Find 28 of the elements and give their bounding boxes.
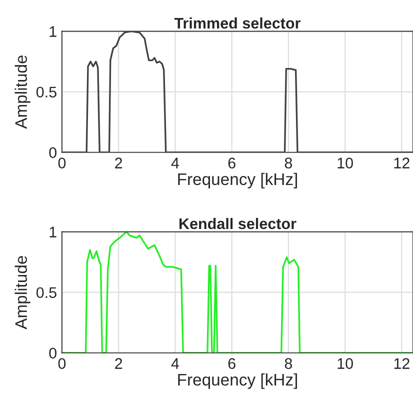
x-tick-label: 0	[58, 158, 66, 168]
y-tick-label: 0.5	[36, 287, 56, 298]
chart-title: Kendall selector	[179, 218, 296, 230]
x-tick-label: 8	[284, 158, 292, 168]
y-tick-label: 1	[50, 226, 56, 238]
x-tick-label: 0	[58, 358, 66, 369]
x-tick-label: 4	[171, 358, 179, 369]
chart-title: Trimmed selector	[174, 17, 301, 29]
x-tick-label: 8	[284, 358, 292, 369]
x-tick-label: 10	[338, 158, 353, 168]
line-series	[62, 31, 413, 152]
y-tick-label: 0	[49, 348, 56, 359]
x-tick-label: 12	[394, 358, 410, 369]
x-tick-label: 10	[338, 358, 353, 369]
x-tick-label: 6	[228, 358, 236, 369]
x-axis-title: Frequency [kHz]	[178, 172, 297, 188]
x-tick-label: 12	[394, 158, 410, 168]
x-tick-label: 2	[115, 158, 122, 168]
x-tick-label: 6	[228, 158, 236, 168]
x-axis-title: Frequency [kHz]	[178, 373, 297, 389]
y-axis-title: Amplitude	[14, 256, 30, 330]
y-tick-label: 0.5	[36, 86, 56, 98]
y-axis-title: Amplitude	[14, 56, 30, 129]
x-tick-label: 4	[171, 158, 179, 168]
line-series	[62, 232, 413, 353]
y-tick-label: 0	[49, 147, 56, 158]
y-tick-label: 1	[50, 26, 56, 37]
x-tick-label: 2	[115, 358, 122, 369]
